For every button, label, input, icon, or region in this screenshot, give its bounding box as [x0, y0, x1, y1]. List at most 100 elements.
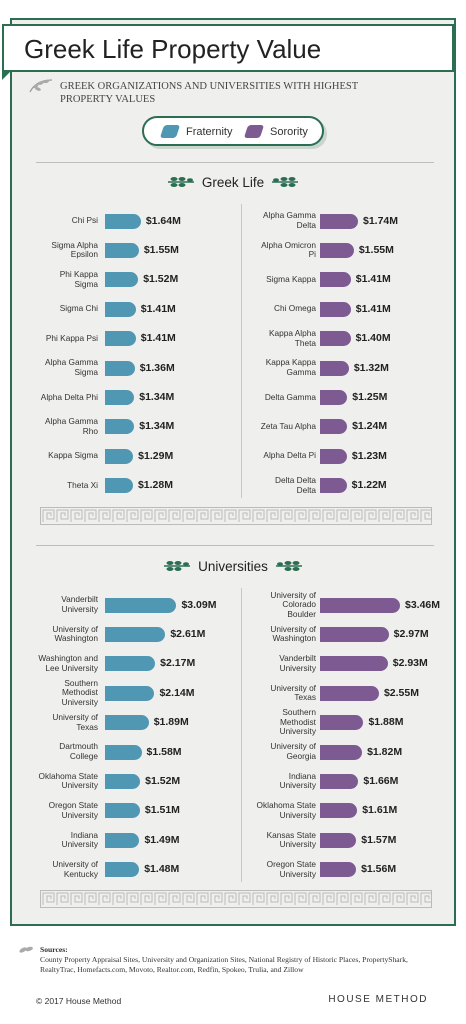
category-label: Alpha Delta Phi	[40, 391, 98, 402]
data-label: $1.23M	[351, 449, 387, 462]
category-label: Phi Kappa Psi	[45, 332, 98, 343]
banner-fold	[2, 72, 10, 80]
data-label: $2.97M	[393, 627, 429, 640]
data-label: $2.17M	[160, 657, 196, 670]
column-divider	[241, 204, 242, 498]
bar	[105, 862, 140, 878]
bar	[320, 656, 388, 672]
greek-key-border-icon	[40, 890, 432, 908]
data-label: $1.41M	[140, 302, 176, 315]
section-title-universities: Universities	[198, 558, 268, 574]
greek-key-border-icon	[40, 507, 432, 525]
bar	[105, 656, 156, 672]
category-label: Alpha Gamma Rho	[44, 416, 98, 436]
sorority-swatch	[243, 125, 265, 138]
category-label: Kappa Alpha Theta	[268, 328, 316, 348]
bar	[320, 331, 351, 347]
category-label: Southern Methodist University	[279, 707, 316, 737]
column-divider	[241, 588, 242, 882]
bar	[320, 419, 348, 435]
data-label: $1.52M	[145, 774, 181, 787]
category-label: University of Georgia	[270, 741, 316, 761]
data-label: $1.24M	[352, 420, 388, 433]
legend-fraternity: Fraternity	[159, 125, 233, 138]
data-label: $1.58M	[146, 745, 182, 758]
data-label: $1.89M	[153, 716, 189, 729]
data-label: $3.09M	[181, 598, 217, 611]
bar	[320, 389, 348, 405]
sources-label: Sources:	[40, 945, 68, 954]
category-label: Chi Psi	[71, 215, 98, 226]
bar	[105, 626, 166, 642]
data-label: $1.55M	[143, 243, 179, 256]
copyright: © 2017 House Method	[36, 996, 122, 1006]
data-label: $1.29M	[138, 449, 174, 462]
category-label: University of Washington	[270, 623, 316, 644]
laurel-icon	[19, 946, 33, 953]
data-label: $1.74M	[363, 214, 399, 227]
category-label: Sigma Chi	[59, 303, 98, 314]
bar	[320, 626, 389, 642]
bar	[105, 715, 149, 731]
bar	[320, 272, 351, 288]
divider	[36, 162, 434, 163]
sources-note: Sources: County Property Appraisal Sites…	[40, 945, 440, 975]
legend: Fraternity Sorority	[142, 116, 324, 146]
category-label: Phi Kappa Sigma	[59, 269, 98, 289]
category-label: Kappa Sigma	[48, 450, 98, 461]
category-label: Theta Xi	[67, 479, 98, 490]
bar	[105, 331, 136, 347]
bar	[105, 242, 139, 258]
bar	[320, 242, 354, 258]
bar	[105, 478, 133, 494]
category-label: Kappa Kappa Gamma	[265, 357, 316, 377]
category-label: Alpha Gamma Delta	[262, 210, 316, 230]
data-label: $1.56M	[361, 863, 397, 876]
bar	[320, 832, 357, 848]
data-label: $1.34M	[139, 390, 175, 403]
data-label: $1.61M	[362, 804, 398, 817]
category-label: Southern Methodist University	[61, 677, 98, 707]
bar	[320, 773, 359, 789]
category-label: Oregon State University	[48, 800, 98, 820]
bar	[105, 360, 135, 376]
category-label: Chi Omega	[274, 303, 316, 314]
divider	[36, 545, 434, 546]
bar	[105, 832, 140, 848]
bar	[320, 685, 379, 701]
data-label: $1.41M	[140, 332, 176, 345]
bar	[105, 419, 135, 435]
bar	[320, 803, 358, 819]
data-label: $1.41M	[355, 273, 391, 286]
category-label: Indiana University	[279, 770, 316, 791]
bar	[105, 213, 141, 229]
bar	[320, 597, 400, 613]
data-label: $1.41M	[355, 302, 391, 315]
bar	[320, 213, 358, 229]
data-label: $1.28M	[137, 479, 173, 492]
section-title-greek: Greek Life	[201, 174, 265, 190]
category-label: University of Texas	[270, 682, 316, 703]
laurel-icon	[29, 79, 53, 93]
page-title: Greek Life Property Value	[24, 34, 322, 64]
bar	[105, 685, 155, 701]
category-label: Alpha Gamma Sigma	[44, 357, 98, 377]
category-label: Alpha Omicron Pi	[261, 239, 316, 260]
bar	[105, 448, 134, 464]
bar	[105, 272, 139, 288]
category-label: University of Colorado Boulder	[270, 589, 316, 619]
section-heading-universities: Universities	[0, 556, 466, 576]
data-label: $1.34M	[139, 420, 175, 433]
title-banner: Greek Life Property Value	[2, 24, 454, 72]
category-label: Vanderbilt University	[61, 594, 98, 614]
legend-sorority: Sorority	[243, 125, 308, 138]
category-label: University of Kentucky	[52, 859, 98, 879]
data-label: $1.88M	[368, 716, 404, 729]
legend-fraternity-label: Fraternity	[186, 125, 233, 138]
data-label: $2.93M	[392, 657, 428, 670]
category-label: Oklahoma State University	[38, 770, 99, 791]
bar	[105, 744, 142, 760]
bar	[320, 448, 347, 464]
bar	[320, 478, 347, 494]
data-label: $1.22M	[351, 479, 387, 492]
